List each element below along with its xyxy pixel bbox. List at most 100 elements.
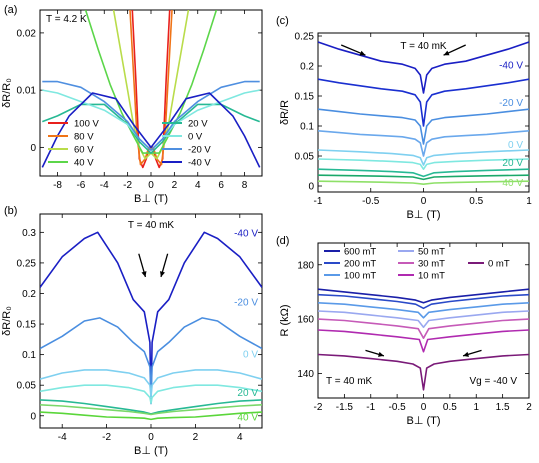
y-tick-label: 0.15 xyxy=(295,92,315,103)
arrow-head xyxy=(378,351,384,357)
y-tick-label: 0.05 xyxy=(295,152,315,163)
legend: 600 mT 50 mT 200 mT 30 mT 0 mT 100 mT 10 mT xyxy=(324,247,510,282)
x-tick-label: 2 xyxy=(193,432,199,443)
x-axis-label: B⊥ (T) xyxy=(406,209,440,221)
legend-label: 0 mT xyxy=(488,259,510,270)
y-axis-label: δR/R xyxy=(279,100,291,125)
legend-label: 20 V xyxy=(188,119,208,130)
series-label: 0 V xyxy=(243,350,258,361)
y-tick-label: 160 xyxy=(297,315,314,326)
x-tick-label: 2 xyxy=(172,180,178,191)
series-group xyxy=(41,10,261,169)
panel-label: (c) xyxy=(276,15,289,27)
x-tick-label: -1.5 xyxy=(336,402,354,413)
series-line xyxy=(318,168,529,178)
y-tick-label: 180 xyxy=(297,260,314,271)
x-tick-label: -8 xyxy=(53,180,62,191)
series-label: 40 V xyxy=(237,413,258,424)
panel-d: -2 -1.5 -1 -0.5 0 0.5 1 1.5 2 140 160 180 B⊥ (T) R (k… xyxy=(276,235,532,427)
series-line xyxy=(318,108,529,145)
series-label: 40 V xyxy=(502,178,523,189)
x-tick-label: 0.5 xyxy=(469,196,483,207)
legend: 100 V 80 V 60 V 40 V 20 V 0 V -20 V -40 V xyxy=(48,119,211,169)
x-tick-label: -2 xyxy=(123,180,132,191)
arrow-head xyxy=(359,50,366,56)
x-tick-label: -1 xyxy=(314,196,323,207)
x-tick-label: 6 xyxy=(218,180,224,191)
y-tick-label: 0.1 xyxy=(22,350,36,361)
y-tick-label: 0.05 xyxy=(17,381,37,392)
series-line xyxy=(40,317,262,399)
series-label: -40 V xyxy=(499,60,523,71)
legend-label: 30 mT xyxy=(418,259,445,270)
annotation-temperature: T = 40 mK xyxy=(326,376,373,387)
y-axis-label: R (kΩ) xyxy=(279,304,291,336)
annotation-temperature: T = 40 mK xyxy=(128,220,175,231)
arrow-head xyxy=(463,351,469,357)
y-tick-label: 0.1 xyxy=(300,122,314,133)
annotation-temperature: T = 4.2 K xyxy=(46,14,87,25)
x-tick-label: -4 xyxy=(58,432,67,443)
x-tick-label: 0 xyxy=(421,196,427,207)
series-line xyxy=(318,130,529,157)
legend-label: 100 mT xyxy=(344,271,376,282)
series-line xyxy=(318,41,529,94)
y-tick-label: 0.02 xyxy=(17,28,37,39)
series-line xyxy=(318,149,529,166)
y-tick-label: 0.2 xyxy=(22,289,36,300)
series-label: 20 V xyxy=(502,158,523,169)
x-tick-label: -1 xyxy=(366,402,375,413)
y-tick-label: 0.25 xyxy=(17,258,37,269)
y-tick-label: 0.3 xyxy=(22,228,36,239)
y-tick-label: 0 xyxy=(30,411,36,422)
series-line xyxy=(40,404,262,416)
x-tick-label: -6 xyxy=(76,180,85,191)
panel-label: (d) xyxy=(276,235,289,247)
legend-label: 200 mT xyxy=(344,259,376,270)
legend-label: 0 V xyxy=(188,132,203,143)
panel-b: -4 -2 0 2 4 0 0.05 0.1 0.15 0.2 0.25 0.3 B⊥ (T) δR/R₀… xyxy=(1,205,263,457)
legend-label: 80 V xyxy=(74,132,94,143)
x-tick-label: 0 xyxy=(421,402,427,413)
series-line xyxy=(318,180,529,185)
panel-a: -8 -6 -4 -2 0 2 4 6 8 0 0.01 0.02 B⊥ (T) δR/R₀ (a) T = … xyxy=(1,4,263,205)
y-tick-label: 0.2 xyxy=(300,62,314,73)
legend-label: 600 mT xyxy=(344,247,376,258)
legend-label: -40 V xyxy=(188,158,211,169)
series-line xyxy=(40,384,262,405)
y-tick-label: 0.15 xyxy=(17,320,37,331)
y-tick-label: 0.25 xyxy=(295,32,315,43)
series-line xyxy=(318,353,529,391)
series-line xyxy=(318,302,529,319)
x-tick-label: 4 xyxy=(195,180,201,191)
series-group xyxy=(40,231,262,421)
y-tick-label: 0 xyxy=(308,182,314,193)
series-label: 0 V xyxy=(508,140,523,151)
series-line xyxy=(42,80,260,151)
series-label: -20 V xyxy=(234,298,258,309)
series-label: -20 V xyxy=(499,98,523,109)
annotation-temperature: T = 40 mK xyxy=(400,41,447,52)
x-axis-label: B⊥ (T) xyxy=(134,445,168,457)
series-group xyxy=(318,288,529,391)
legend-label: -20 V xyxy=(188,145,211,156)
x-tick-label: 0 xyxy=(148,180,154,191)
legend-label: 50 mT xyxy=(418,247,445,258)
series-line xyxy=(318,329,529,353)
panel-c: -1 -0.5 0 0.5 1 0 0.05 0.1 0.15 0.2 0.25 B⊥ (T) δR/R… xyxy=(276,15,532,221)
legend-label: 100 V xyxy=(74,119,99,130)
series-line xyxy=(40,369,262,399)
x-tick-label: 1.5 xyxy=(496,402,510,413)
series-group xyxy=(318,41,529,185)
x-tick-label: 0.5 xyxy=(443,402,457,413)
x-tick-label: 0 xyxy=(148,432,154,443)
annotation-gate-voltage: Vg = -40 V xyxy=(469,376,517,387)
x-tick-label: 1 xyxy=(526,196,532,207)
x-tick-label: -0.5 xyxy=(389,402,407,413)
x-tick-label: 8 xyxy=(242,180,248,191)
panel-label: (b) xyxy=(4,205,17,217)
x-tick-label: 4 xyxy=(237,432,243,443)
series-line xyxy=(318,288,529,304)
